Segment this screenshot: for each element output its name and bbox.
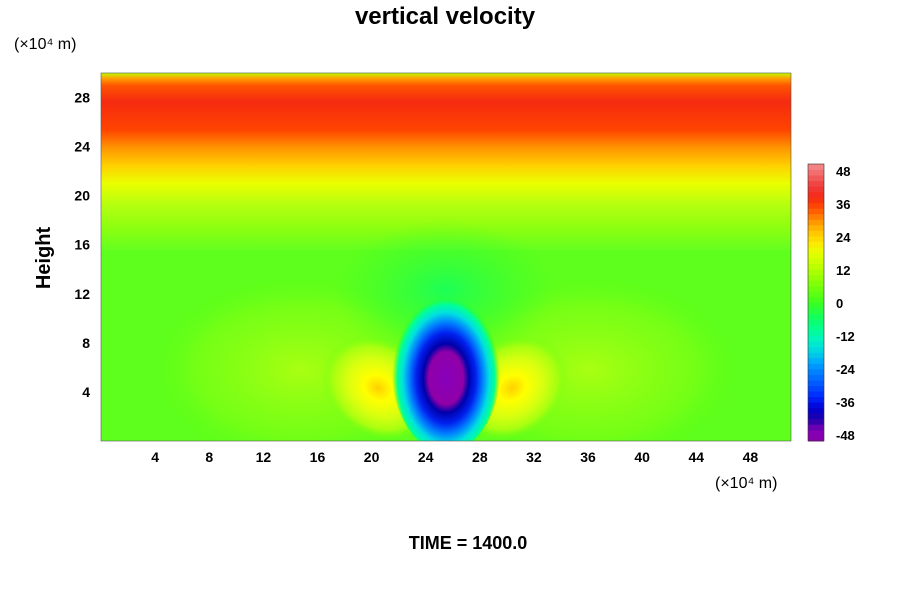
colorbar-swatch	[808, 258, 824, 265]
colorbar-swatch	[808, 274, 824, 281]
colorbar-swatch	[808, 413, 824, 420]
y-tick-labels: 4 8 12 16 20 24 28	[74, 90, 90, 400]
colorbar-swatch	[808, 402, 824, 409]
colorbar-swatch	[808, 164, 824, 170]
colorbar-swatch	[808, 197, 824, 204]
colorbar-swatch	[808, 363, 824, 370]
colorbar-swatch	[808, 396, 824, 403]
colorbar-swatch	[808, 236, 824, 242]
colorbar-swatch	[808, 247, 824, 254]
y-tick-label: 16	[74, 237, 90, 253]
colorbar-tick-label: -24	[836, 362, 856, 377]
downdraft-core	[392, 288, 500, 441]
colorbar-swatch	[808, 324, 824, 331]
colorbar-tick-label: -12	[836, 329, 855, 344]
colorbar-swatch	[808, 424, 824, 431]
colorbar-swatch	[808, 213, 824, 220]
colorbar-swatch	[808, 175, 824, 182]
x-tick-label: 16	[310, 449, 326, 465]
colorbar-swatch	[808, 374, 824, 381]
x-tick-label: 32	[526, 449, 542, 465]
y-tick-label: 28	[74, 90, 90, 106]
colorbar-tick-label: 0	[836, 296, 843, 311]
x-tick-label: 36	[580, 449, 596, 465]
x-tick-label: 4	[151, 449, 159, 465]
colorbar-swatch	[808, 208, 824, 215]
colorbar-swatch	[808, 330, 824, 337]
x-tick-label: 20	[364, 449, 380, 465]
colorbar-swatch	[808, 169, 824, 176]
colorbar-swatch	[808, 346, 824, 353]
x-tick-labels: 4 8 12 16 20 24 28 32 36 40 44 48	[151, 449, 758, 465]
colorbar-swatch	[808, 280, 824, 287]
colorbar-tick-label: 48	[836, 164, 850, 179]
colorbar-frame	[807, 163, 825, 442]
colorbar	[807, 163, 825, 442]
colorbar-swatch	[808, 291, 824, 298]
colorbar-swatch	[808, 241, 824, 248]
colorbar-swatch	[808, 380, 824, 386]
colorbar-swatch	[808, 308, 824, 314]
y-axis-unit: (×10⁴ m)	[14, 36, 76, 53]
colorbar-swatch	[808, 368, 824, 375]
y-tick-label: 24	[74, 139, 90, 155]
y-axis-label: Height	[33, 227, 55, 290]
x-tick-label: 24	[418, 449, 434, 465]
x-tick-label: 8	[205, 449, 213, 465]
x-tick-label: 44	[689, 449, 705, 465]
colorbar-swatch	[808, 357, 824, 364]
colorbar-swatch	[808, 319, 824, 326]
colorbar-swatch	[808, 296, 824, 303]
colorbar-tick-label: -36	[836, 395, 855, 410]
colorbar-tick-labels: 48 36 24 12 0 -12 -24 -36 -48	[836, 164, 856, 443]
y-tick-label: 12	[74, 286, 90, 302]
colorbar-swatch	[808, 180, 824, 187]
plot-area	[101, 73, 791, 441]
colorbar-swatch	[808, 202, 824, 209]
colorbar-swatch	[808, 335, 824, 342]
y-tick-label: 8	[82, 335, 90, 351]
x-tick-label: 48	[743, 449, 759, 465]
colorbar-swatch	[808, 186, 824, 193]
colorbar-swatch	[808, 407, 824, 414]
x-tick-label: 28	[472, 449, 488, 465]
colorbar-swatch	[808, 230, 824, 237]
colorbar-tick-label: 36	[836, 197, 850, 212]
colorbar-swatch	[808, 429, 824, 436]
colorbar-swatch	[808, 313, 824, 320]
colorbar-swatch	[808, 191, 824, 198]
y-tick-label: 4	[82, 384, 90, 400]
colorbar-swatch	[808, 285, 824, 292]
x-tick-label: 12	[256, 449, 272, 465]
colorbar-swatch	[808, 352, 824, 359]
colorbar-swatch	[808, 302, 824, 309]
colorbar-swatch	[808, 435, 824, 442]
colorbar-swatch	[808, 263, 824, 270]
colorbar-tick-label: 24	[836, 230, 851, 245]
colorbar-tick-label: -48	[836, 428, 855, 443]
colorbar-swatch	[808, 341, 824, 348]
y-tick-label: 20	[74, 188, 90, 204]
colorbar-swatch	[808, 391, 824, 398]
x-axis-unit: (×10⁴ m)	[715, 475, 777, 492]
colorbar-tick-label: 12	[836, 263, 850, 278]
x-tick-label: 40	[634, 449, 650, 465]
colorbar-swatch	[808, 385, 824, 392]
chart-title: vertical velocity	[355, 3, 536, 30]
colorbar-swatch	[808, 418, 824, 425]
colorbar-swatch	[808, 219, 824, 226]
time-label: TIME = 1400.0	[409, 533, 528, 553]
colorbar-swatch	[808, 269, 824, 276]
plot-frame	[100, 72, 792, 442]
colorbar-swatch	[808, 252, 824, 259]
colorbar-swatch	[808, 224, 824, 231]
